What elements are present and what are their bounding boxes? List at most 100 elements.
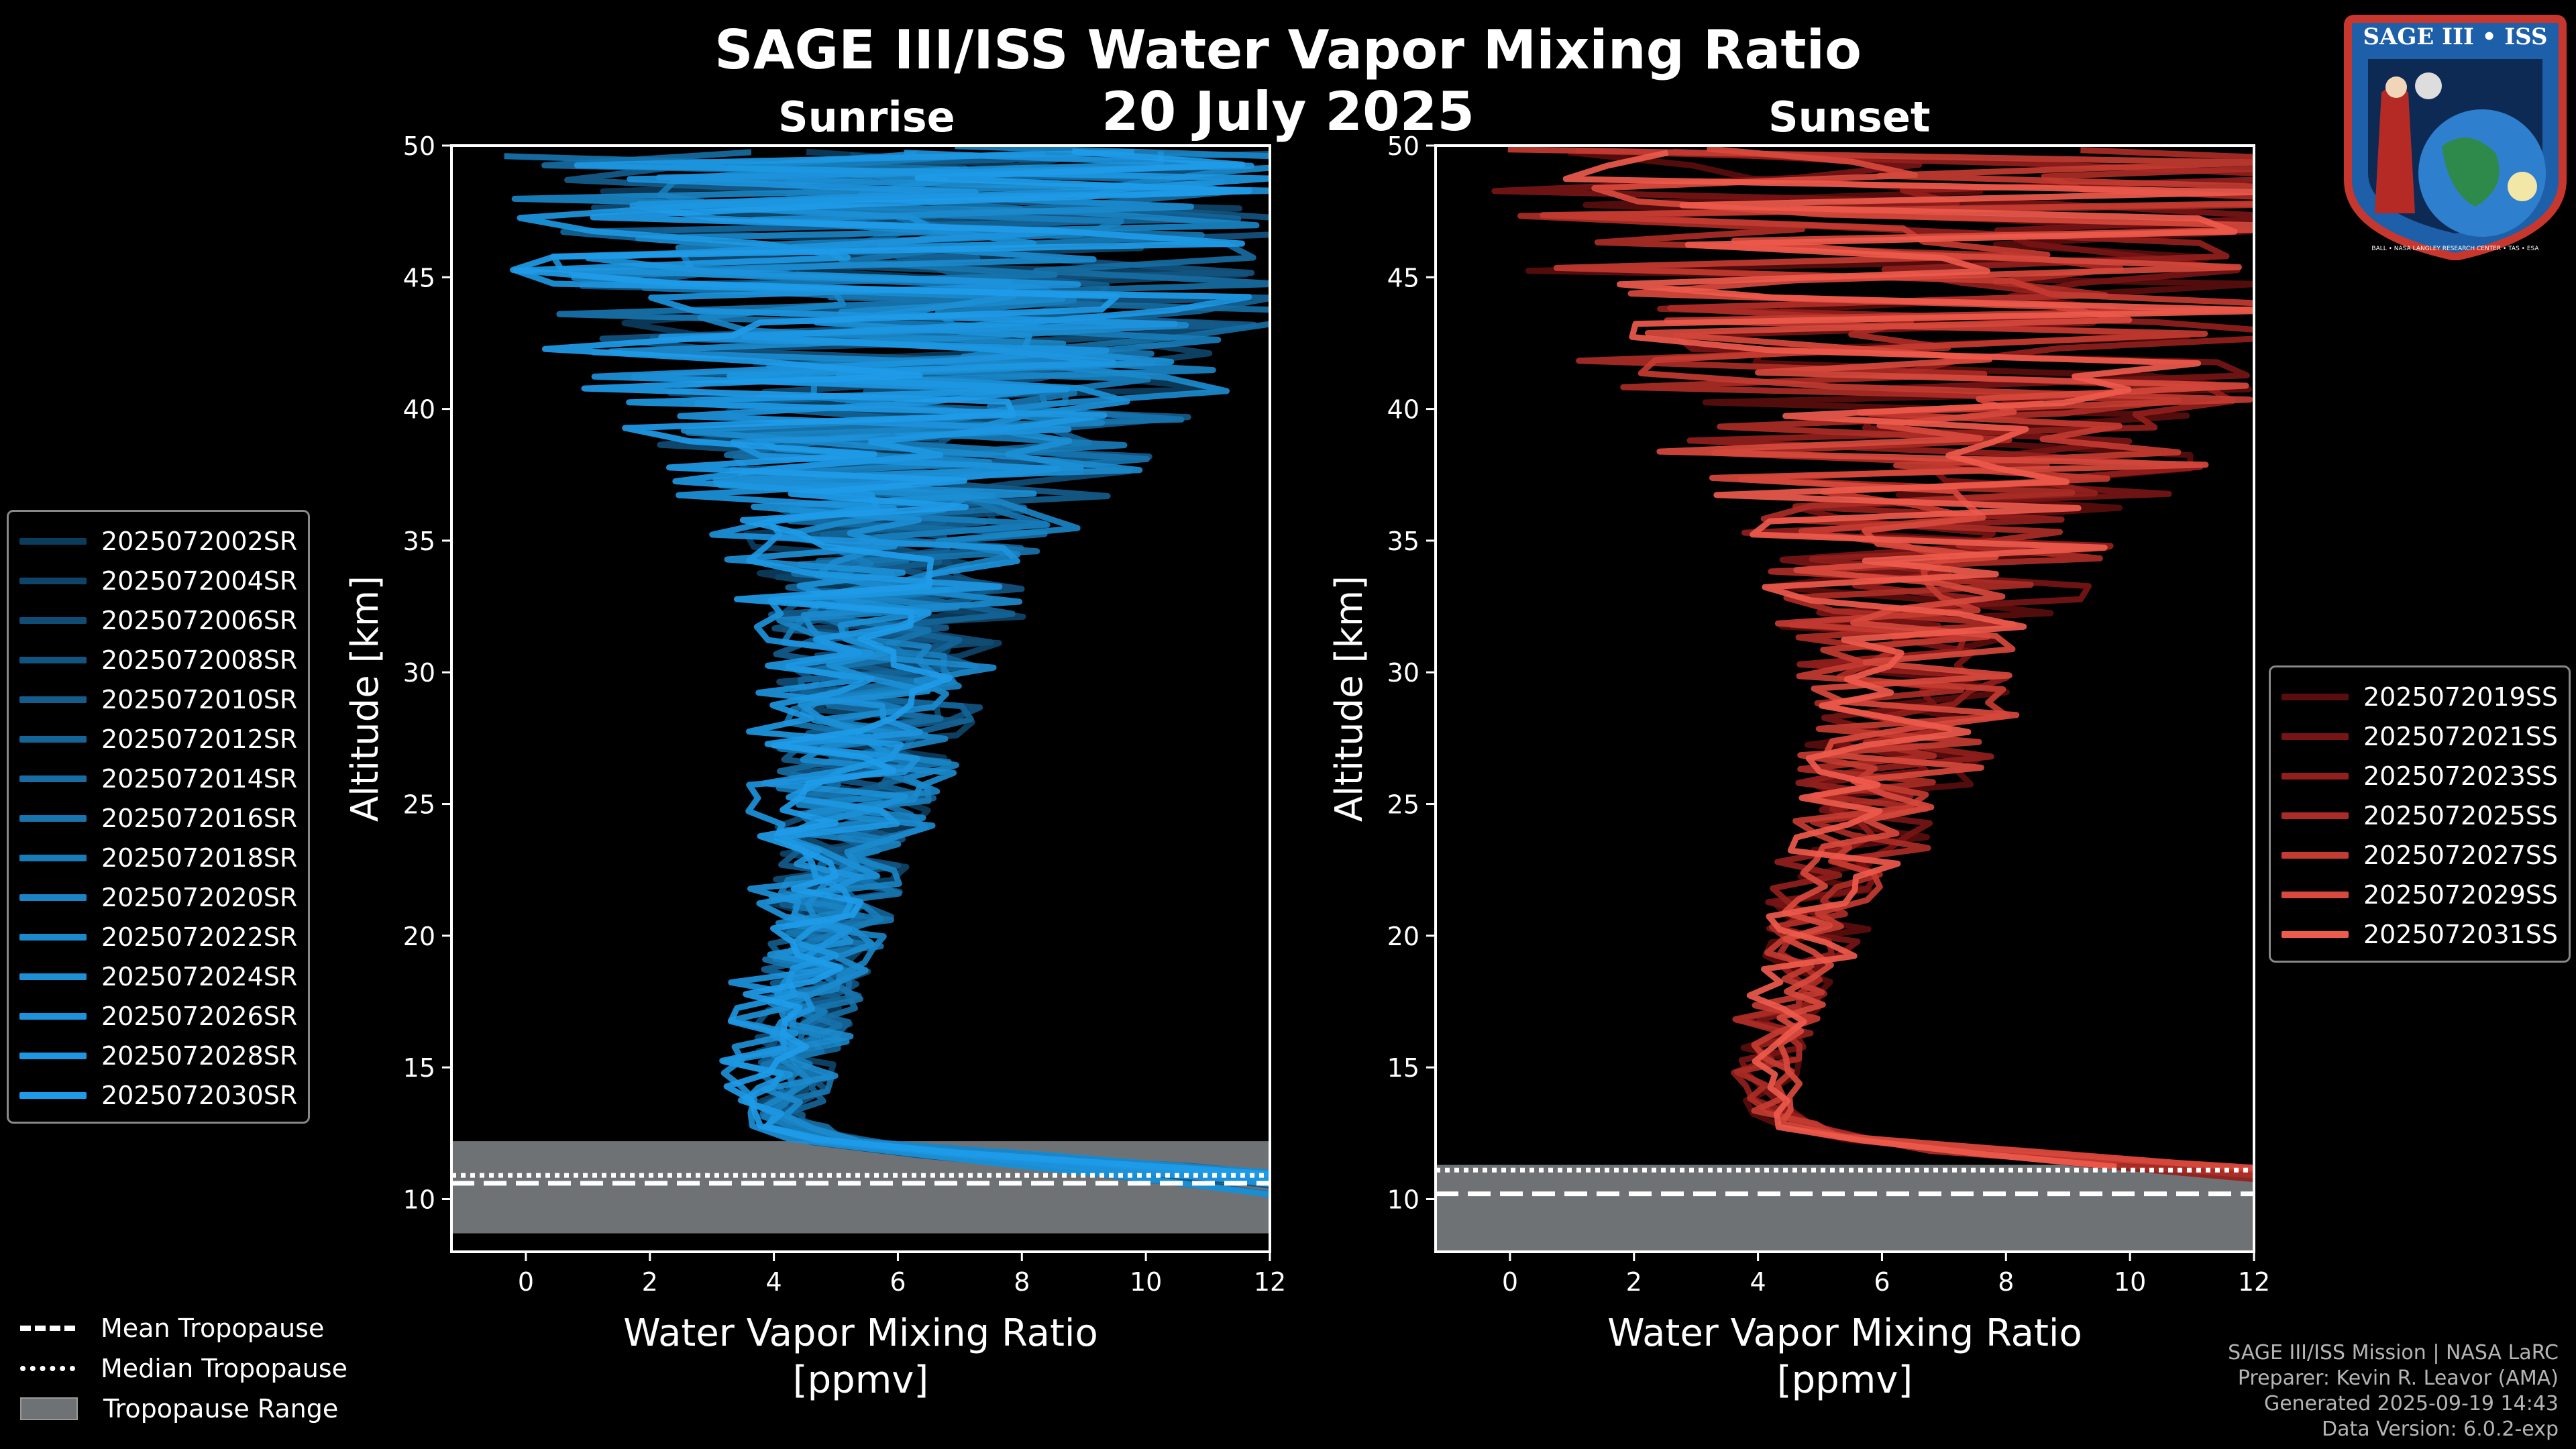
credit-line: Generated 2025-09-19 14:43	[2263, 1392, 2559, 1415]
legend-label: 2025072006SR	[101, 605, 298, 635]
legend-swatch-icon	[2282, 733, 2349, 740]
y-tick-label: 10	[403, 1185, 435, 1214]
y-tick-label: 15	[1387, 1053, 1419, 1083]
x-tick-label: 4	[1750, 1267, 1766, 1297]
sunset-panel: 0 2 4 6 8 10 12 10 15 20 25 30 35 40 45 50 Water Vapor M…	[1328, 131, 2270, 1402]
legend-swatch-icon	[2282, 812, 2349, 819]
legend-swatch-icon	[2282, 693, 2349, 700]
series-line-2025072028SR	[513, 149, 1270, 1181]
legend-label: 2025072022SR	[101, 922, 298, 952]
legend-label: Median Tropopause	[101, 1354, 347, 1383]
y-tick-label: 50	[403, 131, 435, 161]
y-tick-label: 20	[1387, 922, 1419, 951]
sunset-legend: 2025072019SS 2025072021SS 2025072023SS 2025…	[2269, 665, 2571, 963]
x-tick-label: 2	[1626, 1267, 1642, 1297]
logo-text: SAGE III • ISS	[2363, 23, 2547, 50]
logo-face-icon	[2385, 76, 2407, 98]
x-tick-label: 8	[1998, 1267, 2014, 1297]
legend-label: 2025072018SR	[101, 843, 298, 873]
legend-label: 2025072010SR	[101, 684, 298, 714]
credits: SAGE III/ISS Mission | NASA LaRC Prepare…	[2228, 1340, 2559, 1442]
y-tick-label: 20	[403, 922, 435, 951]
legend-item: 2025072018SR	[19, 838, 297, 877]
legend-label: 2025072020SR	[101, 882, 298, 912]
x-tick-label: 6	[1874, 1267, 1890, 1297]
legend-swatch-icon	[19, 1012, 87, 1020]
legend-label: 2025072027SS	[2363, 840, 2559, 870]
legend-label: Tropopause Range	[103, 1394, 339, 1424]
legend-label: 2025072031SS	[2363, 919, 2559, 949]
y-tick-label: 45	[403, 263, 435, 292]
legend-item: 2025072006SR	[19, 600, 297, 640]
y-tick-label: 35	[1387, 527, 1419, 556]
x-tick-label: 0	[1502, 1267, 1518, 1297]
y-tick-label: 25	[1387, 790, 1419, 820]
legend-label: 2025072004SR	[101, 566, 298, 596]
x-tick-label: 6	[890, 1267, 906, 1297]
legend-swatch-icon	[19, 1091, 87, 1099]
tropopause-range-band	[451, 1141, 1270, 1234]
y-tick-label: 40	[1387, 395, 1419, 425]
sunrise-panel: 0 2 4 6 8 10 12 10 15 20 25 30 35 40 45 50 Water Vapor M…	[343, 131, 1286, 1402]
main-title: SAGE III/ISS Water Vapor Mixing Ratio	[714, 19, 1862, 81]
y-tick-label: 25	[403, 790, 435, 820]
legend-swatch-icon	[19, 854, 87, 861]
logo-figure-icon	[2375, 86, 2415, 213]
legend-item: 2025072021SS	[2282, 716, 2558, 756]
series-line-2025072031SS	[1562, 150, 2254, 1170]
x-tick-label: 12	[2238, 1267, 2270, 1297]
legend-label: 2025072016SR	[101, 803, 298, 833]
legend-item: 2025072019SS	[2282, 677, 2558, 716]
x-tick-label: 12	[1254, 1267, 1286, 1297]
legend-mean-tropopause: Mean Tropopause	[20, 1308, 347, 1348]
logo-continent-icon	[2442, 138, 2500, 207]
legend-item: 2025072004SR	[19, 561, 297, 600]
legend-label: 2025072014SR	[101, 763, 298, 794]
legend-label: 2025072012SR	[101, 724, 298, 754]
legend-swatch-icon	[19, 735, 87, 743]
legend-item: 2025072025SS	[2282, 796, 2558, 835]
y-tick-label: 40	[403, 395, 435, 425]
y-tick-label: 30	[403, 658, 435, 688]
legend-label: 2025072030SR	[101, 1080, 298, 1110]
x-axis-label: Water Vapor Mixing Ratio	[1607, 1311, 2082, 1355]
legend-item: 2025072023SS	[2282, 756, 2558, 796]
credit-line: SAGE III/ISS Mission | NASA LaRC	[2228, 1341, 2559, 1364]
sunrise-panel-title: Sunrise	[778, 93, 955, 142]
legend-swatch-icon	[19, 775, 87, 782]
legend-item: 2025072028SR	[19, 1036, 297, 1075]
logo-moon-icon	[2415, 72, 2442, 99]
legend-label: 2025072026SR	[101, 1001, 298, 1031]
legend-item: 2025072027SS	[2282, 835, 2558, 875]
legend-swatch-icon	[19, 616, 87, 624]
date-subtitle: 20 July 2025	[1102, 80, 1474, 143]
legend-label: 2025072021SS	[2363, 721, 2559, 751]
legend-item: 2025072026SR	[19, 996, 297, 1036]
logo-sun-icon	[2508, 172, 2537, 201]
legend-item: 2025072029SS	[2282, 875, 2558, 914]
sage-mission-logo: SAGE III • ISS BALL • NASA LANGLEY RESEA…	[2344, 15, 2567, 260]
legend-swatch-icon	[19, 933, 87, 941]
x-axis-label: Water Vapor Mixing Ratio	[623, 1311, 1097, 1355]
x-tick-label: 8	[1014, 1267, 1030, 1297]
legend-swatch-icon	[2282, 851, 2349, 859]
legend-item: 2025072014SR	[19, 759, 297, 798]
legend-tropopause-range: Tropopause Range	[20, 1389, 347, 1429]
legend-swatch-icon	[2282, 930, 2349, 938]
legend-item: 2025072022SR	[19, 917, 297, 957]
legend-item: 2025072020SR	[19, 877, 297, 917]
legend-label: 2025072028SR	[101, 1040, 298, 1071]
legend-item: 2025072016SR	[19, 798, 297, 838]
legend-label: 2025072008SR	[101, 645, 298, 675]
legend-item: 2025072031SS	[2282, 914, 2558, 954]
range-fill-icon	[20, 1397, 78, 1420]
y-tick-label: 50	[1387, 131, 1419, 161]
legend-label: 2025072024SR	[101, 961, 298, 991]
tropopause-legend: Mean Tropopause Median Tropopause Tropop…	[20, 1308, 347, 1429]
legend-label: 2025072023SS	[2363, 761, 2559, 791]
legend-item: 2025072002SR	[19, 521, 297, 561]
logo-ring-text: BALL • NASA LANGLEY RESEARCH CENTER • TA…	[2371, 246, 2539, 252]
x-tick-label: 10	[2114, 1267, 2146, 1297]
tropopause-range-band	[1436, 1165, 2254, 1252]
